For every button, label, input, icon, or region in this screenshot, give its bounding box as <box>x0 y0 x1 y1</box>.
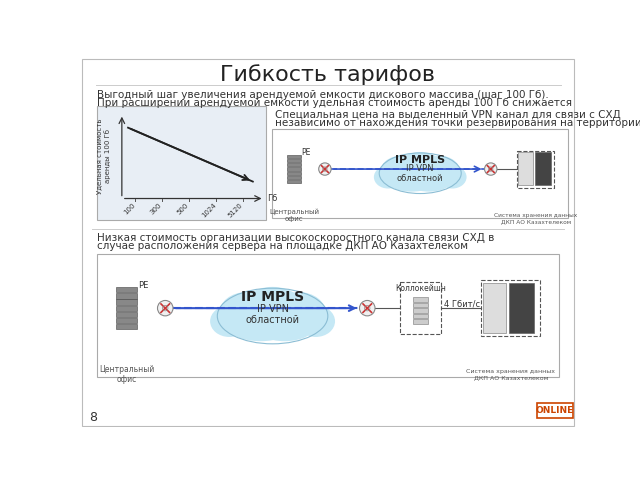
Bar <box>287 168 301 170</box>
Bar <box>483 283 506 333</box>
Ellipse shape <box>239 287 306 336</box>
Bar <box>400 282 440 335</box>
Text: 300: 300 <box>149 203 163 216</box>
Bar <box>287 159 301 162</box>
Bar <box>413 298 428 302</box>
Ellipse shape <box>387 170 436 192</box>
Bar <box>97 106 266 220</box>
Circle shape <box>484 163 497 175</box>
Bar <box>116 293 136 299</box>
Ellipse shape <box>210 306 248 337</box>
Text: PE: PE <box>301 148 311 156</box>
Bar <box>535 152 550 185</box>
Text: Центральный
офис: Центральный офис <box>269 208 319 222</box>
Bar <box>509 283 534 333</box>
Ellipse shape <box>420 156 460 187</box>
Text: 100: 100 <box>122 203 136 216</box>
Text: 5120: 5120 <box>227 203 244 219</box>
Bar <box>481 280 540 336</box>
Text: 8: 8 <box>90 411 97 424</box>
Bar <box>287 176 301 179</box>
Bar <box>97 254 559 377</box>
Text: Система хранения данных
ДКП АО Казахтелеком: Система хранения данных ДКП АО Казахтеле… <box>494 213 577 224</box>
Bar <box>272 129 568 218</box>
Ellipse shape <box>381 156 420 187</box>
Ellipse shape <box>255 312 315 341</box>
Text: ONLINE: ONLINE <box>536 406 574 415</box>
Bar <box>413 319 428 324</box>
Text: независимо от нахождения точки резервирования на территории РК: независимо от нахождения точки резервиро… <box>275 118 640 128</box>
Bar <box>116 318 136 323</box>
Text: Коллокейшн: Коллокейшн <box>395 284 446 293</box>
Text: Специальная цена на выделенный VPN канал для связи с СХД: Специальная цена на выделенный VPN канал… <box>275 110 621 120</box>
Bar <box>517 151 554 188</box>
Text: 4 Гбит/с: 4 Гбит/с <box>444 300 480 309</box>
Circle shape <box>360 300 375 316</box>
Bar <box>287 180 301 183</box>
Bar <box>116 305 136 311</box>
Ellipse shape <box>374 166 403 189</box>
Text: 1024: 1024 <box>200 203 217 219</box>
Text: Удельная стоимость
аренды 100 Гб: Удельная стоимость аренды 100 Гб <box>96 119 111 194</box>
Ellipse shape <box>219 292 273 335</box>
Bar <box>116 300 136 305</box>
Ellipse shape <box>407 170 451 192</box>
Text: случае расположения сервера на площадке ДКП АО Казахтелеком: случае расположения сервера на площадке … <box>97 241 468 251</box>
Ellipse shape <box>396 152 445 188</box>
Text: 500: 500 <box>177 203 190 216</box>
Text: Низкая стоимость организации высокоскоростного канала связи СХД в: Низкая стоимость организации высокоскоро… <box>97 233 495 243</box>
Text: Гибкость тарифов: Гибкость тарифов <box>221 64 435 85</box>
Text: IP MPLS: IP MPLS <box>241 289 304 304</box>
Text: Центральный
офис: Центральный офис <box>99 365 154 384</box>
Text: Гб: Гб <box>268 194 278 203</box>
Text: IP VPN
областной: IP VPN областной <box>246 303 300 325</box>
Bar <box>413 303 428 307</box>
Text: IP MPLS: IP MPLS <box>395 155 445 165</box>
Bar <box>537 403 573 418</box>
Bar <box>116 288 136 292</box>
Ellipse shape <box>228 312 294 341</box>
Text: При расширении арендуемой емкости удельная стоимость аренды 100 Гб снижается: При расширении арендуемой емкости удельн… <box>97 97 572 108</box>
Text: IP VPN
областной: IP VPN областной <box>397 164 444 183</box>
Bar <box>116 312 136 317</box>
Bar <box>116 324 136 329</box>
Circle shape <box>319 163 331 175</box>
Bar <box>287 163 301 167</box>
Ellipse shape <box>296 306 335 337</box>
Ellipse shape <box>272 292 326 335</box>
Bar <box>413 313 428 318</box>
Text: Система хранения данных
ДКП АО Казахтелеком: Система хранения данных ДКП АО Казахтеле… <box>467 370 556 380</box>
Text: Выгодный шаг увеличения арендуемой емкости дискового массива (шаг 100 Гб).: Выгодный шаг увеличения арендуемой емкос… <box>97 90 548 100</box>
Circle shape <box>157 300 173 316</box>
Ellipse shape <box>438 166 467 189</box>
Text: PE: PE <box>138 280 148 289</box>
Bar <box>413 308 428 313</box>
Bar <box>287 155 301 158</box>
Bar <box>518 152 533 185</box>
Bar <box>287 171 301 175</box>
